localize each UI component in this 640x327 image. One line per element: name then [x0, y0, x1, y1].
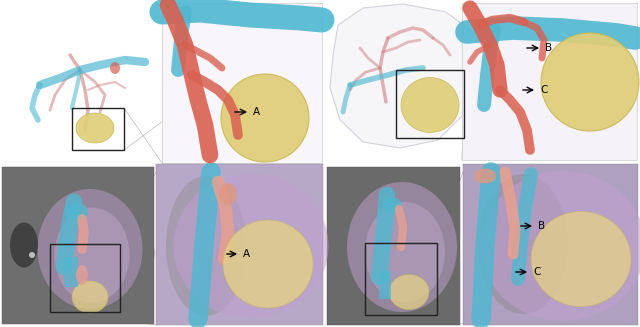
Ellipse shape: [347, 182, 457, 312]
Ellipse shape: [10, 222, 38, 267]
Ellipse shape: [219, 183, 237, 205]
Ellipse shape: [474, 168, 496, 183]
Text: C: C: [533, 267, 540, 277]
Ellipse shape: [72, 281, 108, 313]
Bar: [327, 167, 460, 325]
Text: A: A: [253, 107, 260, 117]
Ellipse shape: [38, 189, 143, 309]
Ellipse shape: [29, 252, 35, 258]
Bar: [462, 3, 637, 160]
Ellipse shape: [389, 274, 429, 309]
Ellipse shape: [401, 77, 459, 132]
Ellipse shape: [541, 33, 639, 131]
Text: B: B: [538, 221, 545, 231]
Bar: [463, 164, 638, 325]
Ellipse shape: [66, 203, 88, 221]
Text: A: A: [243, 249, 250, 259]
Polygon shape: [330, 4, 480, 148]
Ellipse shape: [481, 171, 640, 321]
Bar: [156, 164, 323, 325]
Ellipse shape: [223, 220, 313, 308]
Bar: [365, 243, 437, 315]
Ellipse shape: [76, 265, 88, 285]
Ellipse shape: [166, 176, 246, 316]
Ellipse shape: [54, 208, 129, 302]
Bar: [2, 167, 154, 324]
Ellipse shape: [365, 202, 445, 302]
Bar: [64, 257, 78, 287]
Polygon shape: [5, 179, 155, 322]
Bar: [396, 70, 464, 138]
Ellipse shape: [221, 74, 309, 162]
Text: B: B: [545, 43, 552, 53]
Ellipse shape: [173, 174, 328, 318]
Ellipse shape: [382, 197, 402, 213]
Bar: [379, 271, 391, 299]
Text: C: C: [540, 85, 547, 95]
Bar: [50, 244, 120, 312]
Bar: [72, 108, 124, 150]
Ellipse shape: [478, 174, 568, 314]
Bar: [162, 3, 322, 163]
Ellipse shape: [110, 62, 120, 74]
Ellipse shape: [531, 212, 631, 306]
Ellipse shape: [76, 113, 114, 143]
